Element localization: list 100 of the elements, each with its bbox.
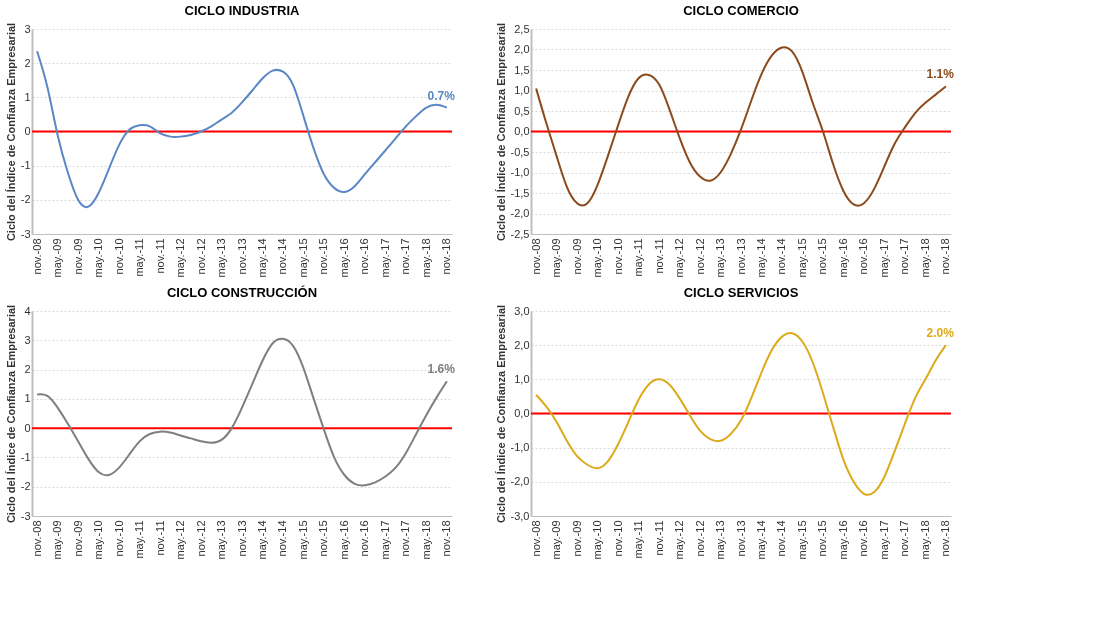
x-tick-label: may.-17 xyxy=(877,520,890,560)
x-tick-label: may.-12 xyxy=(174,238,187,278)
y-tick-label: 2,5 xyxy=(514,22,530,35)
x-tick-label: nov.-12 xyxy=(194,520,207,557)
x-tick-label: may.-10 xyxy=(92,238,105,278)
y-tick-label: 1,0 xyxy=(514,372,530,385)
x-tick-label: nov.-15 xyxy=(816,238,829,275)
x-tick-label: may.-18 xyxy=(918,238,931,278)
x-tick-label: may.-09 xyxy=(51,238,64,278)
x-tick-label: nov.-16 xyxy=(358,238,371,275)
x-tick-label: may.-11 xyxy=(632,238,645,277)
y-tick-label: 0 xyxy=(24,421,31,434)
y-axis-title: Ciclo del Índice de Confianza Empresarial xyxy=(4,304,17,524)
x-tick-label: nov.-14 xyxy=(276,238,289,275)
x-tick-label: nov.-16 xyxy=(358,520,371,557)
y-tick-label: 1 xyxy=(24,90,31,103)
x-tick-label: nov.-09 xyxy=(71,238,84,275)
chart-title: CICLO INDUSTRIA xyxy=(184,3,301,19)
x-tick-label: nov.-08 xyxy=(529,520,542,557)
x-tick-label: may.-16 xyxy=(337,238,350,278)
y-tick-label: 2 xyxy=(24,56,31,69)
chart-title: CICLO CONSTRUCCIÓN xyxy=(166,285,318,301)
x-tick-label: may.-13 xyxy=(714,520,727,560)
y-tick-label: -1,0 xyxy=(510,441,530,454)
annotation: 1.1% xyxy=(926,67,955,82)
x-tick-label: nov.-11 xyxy=(652,238,665,274)
y-tick-label: 1,5 xyxy=(514,63,530,76)
x-tick-label: may.-10 xyxy=(591,520,604,560)
x-tick-label: nov.-18 xyxy=(440,238,453,275)
x-tick-label: may.-09 xyxy=(51,520,64,560)
x-tick-label: nov.-17 xyxy=(898,520,911,557)
x-tick-label: nov.-10 xyxy=(611,520,624,557)
x-tick-label: nov.-14 xyxy=(276,520,289,557)
x-tick-label: may.-16 xyxy=(337,520,350,560)
y-tick-label: -2 xyxy=(20,193,31,206)
y-tick-label: -2,0 xyxy=(510,207,530,219)
x-tick-label: may.-14 xyxy=(255,238,268,278)
x-tick-label: may.-18 xyxy=(419,238,432,278)
y-tick-label: -1,5 xyxy=(510,186,530,199)
x-tick-label: nov.-12 xyxy=(693,520,706,557)
x-tick-label: may.-15 xyxy=(296,520,309,560)
x-tick-label: may.-12 xyxy=(673,520,686,560)
chart-title: CICLO SERVICIOS xyxy=(683,285,799,301)
x-tick-label: may.-09 xyxy=(550,520,563,560)
y-tick-label: 3,0 xyxy=(514,304,530,317)
y-tick-label: -2,0 xyxy=(510,475,530,488)
x-tick-label: nov.-10 xyxy=(112,520,125,557)
x-tick-label: nov.-17 xyxy=(399,238,412,275)
y-tick-label: 0,0 xyxy=(514,125,530,137)
x-tick-label: may.-18 xyxy=(419,520,432,560)
x-tick-label: may.-11 xyxy=(133,238,146,277)
x-tick-label: may.-17 xyxy=(877,238,890,278)
y-tick-label: 3 xyxy=(24,333,31,346)
x-tick-label: may.-16 xyxy=(836,238,849,278)
x-tick-label: nov.-16 xyxy=(857,238,870,275)
x-tick-label: nov.-18 xyxy=(939,520,952,557)
x-tick-label: may.-18 xyxy=(918,520,931,560)
x-tick-label: nov.-17 xyxy=(399,520,412,557)
x-tick-label: nov.-09 xyxy=(570,520,583,557)
x-tick-label: nov.-11 xyxy=(652,520,665,556)
y-tick-label: -2,5 xyxy=(510,227,530,240)
x-tick-label: may.-17 xyxy=(378,520,391,560)
x-tick-label: may.-13 xyxy=(215,238,228,278)
x-tick-label: may.-14 xyxy=(255,520,268,560)
x-tick-label: nov.-13 xyxy=(235,520,248,557)
x-tick-label: nov.-13 xyxy=(235,238,248,275)
annotation: 1.6% xyxy=(427,362,456,377)
x-tick-label: nov.-09 xyxy=(71,520,84,557)
y-tick-label: -3,0 xyxy=(510,509,530,522)
x-tick-label: nov.-11 xyxy=(153,520,166,556)
x-tick-label: nov.-09 xyxy=(570,238,583,275)
y-tick-label: 0,0 xyxy=(514,407,530,419)
chart-title: CICLO COMERCIO xyxy=(683,3,799,19)
annotation: 2.0% xyxy=(926,326,955,341)
x-tick-label: nov.-08 xyxy=(30,238,43,275)
x-tick-label: may.-14 xyxy=(754,520,767,560)
x-tick-label: nov.-12 xyxy=(194,238,207,275)
x-tick-label: may.-11 xyxy=(632,520,645,559)
x-tick-label: may.-12 xyxy=(174,520,187,560)
x-tick-label: may.-16 xyxy=(836,520,849,560)
y-axis-title: Ciclo del Índice de Confianza Empresarial xyxy=(4,22,17,242)
x-tick-label: nov.-18 xyxy=(440,520,453,557)
y-axis-title: Ciclo del Índice de Confianza Empresarial xyxy=(494,304,507,524)
x-tick-label: nov.-10 xyxy=(112,238,125,275)
x-tick-label: may.-13 xyxy=(714,238,727,278)
x-tick-label: nov.-17 xyxy=(898,238,911,275)
x-tick-label: may.-15 xyxy=(296,238,309,278)
y-tick-label: -3 xyxy=(20,509,31,522)
x-tick-label: may.-13 xyxy=(215,520,228,560)
y-axis-title: Ciclo del Índice de Confianza Empresarial xyxy=(494,22,507,242)
x-tick-label: may.-11 xyxy=(133,520,146,559)
x-tick-label: may.-15 xyxy=(795,238,808,278)
x-tick-label: nov.-11 xyxy=(153,238,166,274)
y-tick-label: -3 xyxy=(20,227,31,240)
y-tick-label: -1 xyxy=(20,159,31,172)
x-tick-label: may.-15 xyxy=(795,520,808,560)
x-tick-label: may.-17 xyxy=(378,238,391,278)
x-tick-label: may.-10 xyxy=(92,520,105,560)
y-tick-label: -2 xyxy=(20,480,31,493)
x-tick-label: nov.-18 xyxy=(939,238,952,275)
